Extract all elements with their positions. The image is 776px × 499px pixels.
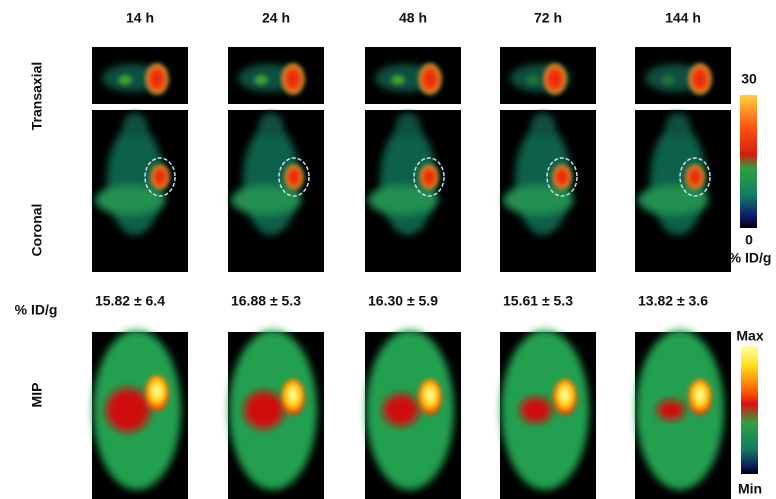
mip-signal [93, 330, 181, 490]
tumor [145, 375, 169, 411]
torso [231, 185, 301, 215]
organ [391, 75, 405, 85]
figure: Transaxial Coronal % ID/g MIP 30 0 % ID/… [0, 0, 776, 499]
column-label: 24 h [262, 10, 290, 26]
uptake-value: 15.82 ± 6.4 [95, 293, 165, 309]
tumor [284, 164, 304, 190]
tumor [688, 63, 712, 95]
organ [383, 394, 419, 426]
tumor [552, 164, 572, 190]
mip-signal [501, 330, 589, 490]
head [666, 113, 690, 137]
row-label: % ID/g [15, 302, 58, 318]
tumor [553, 379, 577, 415]
mip-signal [229, 330, 317, 490]
tumor [145, 63, 169, 95]
column-label: 72 h [534, 10, 562, 26]
row-label: Coronal [29, 204, 45, 257]
organ [106, 388, 150, 432]
mip-signal [636, 330, 724, 490]
column: 48 h 16.30 ± 5.9 [365, 10, 461, 499]
uptake-value: 13.82 ± 3.6 [638, 293, 708, 309]
tumor [150, 164, 170, 190]
row-label: Transaxial [29, 62, 45, 131]
tumor [688, 379, 712, 415]
scale-min: 0 [745, 232, 753, 248]
mip-signal [366, 330, 454, 490]
organ [254, 75, 268, 85]
head [396, 113, 420, 137]
scale-max: 30 [741, 71, 757, 87]
tumor [419, 164, 439, 190]
scale-max: Max [736, 328, 763, 344]
row-label: MIP [29, 383, 45, 408]
pet-colorbar [740, 95, 757, 228]
tumor [418, 379, 442, 415]
torso [95, 185, 165, 215]
organ [661, 75, 675, 85]
uptake-value: 16.88 ± 5.3 [231, 293, 301, 309]
organ [118, 75, 132, 85]
head [123, 113, 147, 137]
column: 144 h 13.82 ± 3.6 [635, 10, 731, 499]
tumor [685, 164, 705, 190]
tumor [543, 63, 567, 95]
head [531, 113, 555, 137]
mip-colorbar [741, 346, 758, 474]
scale-min: Min [738, 481, 762, 497]
column: 72 h 15.61 ± 5.3 [500, 10, 596, 499]
column: 24 h 16.88 ± 5.3 [228, 10, 324, 499]
scale-unit: % ID/g [729, 250, 772, 266]
column-label: 48 h [399, 10, 427, 26]
column: 14 h 15.82 ± 6.4 [92, 10, 188, 499]
tumor [281, 379, 305, 415]
head [259, 113, 283, 137]
tumor [281, 63, 305, 95]
organ [657, 400, 685, 420]
organ [526, 75, 540, 85]
column-label: 144 h [665, 10, 701, 26]
organ [520, 397, 552, 423]
uptake-value: 16.30 ± 5.9 [368, 293, 438, 309]
column-label: 14 h [126, 10, 154, 26]
tumor [418, 63, 442, 95]
organ [244, 391, 284, 429]
uptake-value: 15.61 ± 5.3 [503, 293, 573, 309]
